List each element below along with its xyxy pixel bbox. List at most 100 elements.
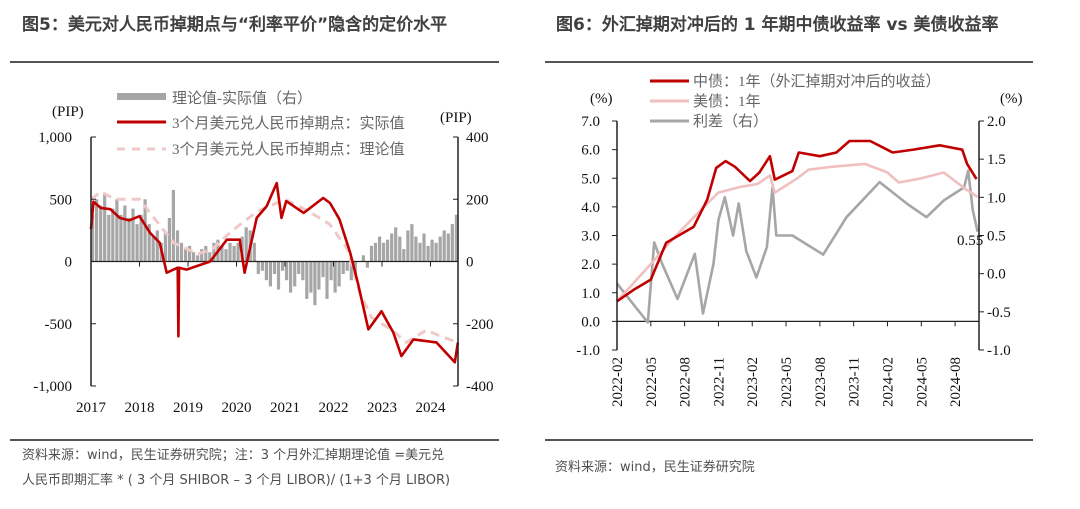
right-source-divider: [545, 439, 1033, 441]
spread-bar: [285, 261, 289, 281]
spread-bar: [313, 261, 317, 306]
right-y-tick-label: 200: [466, 192, 489, 208]
spread-bar: [119, 214, 123, 262]
right-y-tick-label: 0.0: [987, 267, 1006, 283]
spread-bar: [139, 214, 143, 262]
us-yield-line: [616, 162, 979, 303]
spread-bar: [252, 242, 256, 262]
x-tick-label: 2024: [416, 400, 447, 416]
left-y-tick-label: 7.0: [581, 114, 600, 130]
spread-bar: [378, 236, 382, 262]
x-tick-label: 2023-08: [813, 357, 829, 407]
spread-bar: [135, 224, 139, 262]
spread-bar: [220, 245, 224, 262]
left-title-divider: [10, 61, 499, 63]
legend-label-cn: 中债：1年（外汇掉期对冲后的收益）: [693, 73, 941, 90]
x-tick-label: 2024-02: [880, 357, 896, 407]
x-tick-label: 2021: [270, 400, 300, 416]
right-y-tick-label: 0: [466, 255, 474, 271]
spread-bar: [373, 242, 378, 262]
left-y-tick-label: 500: [50, 192, 73, 208]
spread-bar: [321, 261, 325, 278]
spread-bar: [414, 236, 418, 262]
spread-bar: [188, 245, 192, 262]
spread-bar: [369, 245, 374, 262]
right-y-tick-label: 1.0: [987, 190, 1006, 206]
spread-bar: [276, 261, 281, 290]
right-y-tick-label: -200: [466, 317, 494, 333]
spread-bar: [365, 261, 369, 268]
right-y-tick-label: 2.0: [987, 114, 1006, 130]
spread-bar: [402, 249, 406, 262]
spread-bar: [325, 261, 329, 299]
x-tick-label: 2022-02: [610, 357, 626, 407]
spread-bar: [224, 249, 228, 262]
spread-bar: [434, 242, 438, 262]
right-y-tick-label: -1.0: [987, 343, 1011, 359]
spread-bar: [446, 233, 450, 262]
spread-bar: [111, 208, 115, 262]
right-y-tick-label: 1.5: [987, 152, 1006, 168]
spread-bar: [236, 242, 240, 262]
x-tick-label: 2020: [222, 400, 252, 416]
left-chart-title: 图5：美元对人民币掉期点与“利率平价”隐含的定价水平: [22, 15, 448, 35]
spread-bar: [333, 261, 337, 293]
cn-yield-line: [616, 139, 978, 303]
spread-bar: [167, 217, 171, 262]
legend-label-theory: 3个月美元兑人民币掉期点：理论值: [172, 141, 405, 158]
spread-bar: [301, 261, 305, 281]
spread-bar: [208, 252, 212, 262]
spread-bar: [329, 261, 333, 281]
left-source-line-2: 人民币即期汇率 * ( 3 个月 SHIBOR – 3 个月 LIBOR)/ (…: [22, 473, 451, 488]
spread-bar: [95, 199, 99, 262]
spread-bar: [394, 227, 398, 262]
spread-bar: [418, 242, 422, 262]
x-tick-label: 2023: [367, 400, 397, 416]
left-y-tick-label: 4.0: [581, 200, 600, 216]
spread-bar: [127, 217, 131, 262]
left-chart: 1,000 500 0 -500 -1,000 400 200 0 -200 -400 2017 20…: [33, 90, 493, 416]
spread-bar: [115, 199, 119, 262]
legend-swatch-bars: [117, 93, 166, 100]
spread-bar: [309, 261, 313, 293]
x-tick-label: 2022: [319, 400, 349, 416]
x-tick-label: 2022-11: [711, 357, 727, 406]
left-y-tick-label: -1.0: [576, 343, 600, 359]
spread-bar: [438, 236, 442, 262]
right-y-unit: (%): [1000, 91, 1023, 107]
spread-bar: [406, 230, 410, 262]
right-y-unit: (PIP): [440, 110, 472, 126]
left-y-tick-label: 2.0: [581, 257, 600, 273]
x-tick-label: 2024-08: [948, 357, 964, 407]
x-tick-label: 2022-05: [644, 357, 660, 407]
x-tick-label: 2022-08: [678, 357, 694, 407]
left-y-tick-label: 3.0: [581, 229, 600, 245]
theory-line: [90, 190, 459, 345]
spread-bar: [212, 242, 216, 262]
x-tick-label: 2023-11: [847, 357, 863, 406]
spread-bar: [337, 261, 341, 287]
spread-bar: [450, 224, 454, 262]
spread-bar: [293, 261, 297, 287]
legend-label-bars: 理论值-实际值（右）: [172, 90, 312, 107]
spread-bar: [386, 239, 390, 262]
spread-bar: [155, 230, 159, 262]
spread-bar: [99, 205, 103, 262]
left-y-tick-label: 6.0: [581, 143, 600, 159]
left-y-tick-label: -1,000: [33, 379, 72, 395]
left-source-line-1: 资料来源：wind，民生证券研究院；注：3 个月外汇掉期理论值 =美元兑: [22, 448, 445, 463]
spread-bar: [349, 261, 353, 281]
spread-bar: [163, 233, 167, 262]
x-tick-label: 2019: [173, 400, 203, 416]
spread-bar: [430, 239, 434, 262]
right-source: 资料来源：wind，民生证券研究院: [555, 460, 755, 475]
legend-label-us: 美债：1年: [693, 93, 761, 110]
spread-bar: [256, 261, 260, 274]
left-source-divider: [10, 439, 499, 441]
spread-bar: [272, 261, 277, 274]
spread-bar: [151, 236, 155, 262]
spread-bar: [171, 189, 175, 262]
spread-bar: [289, 261, 293, 293]
spread-bar: [179, 242, 184, 262]
